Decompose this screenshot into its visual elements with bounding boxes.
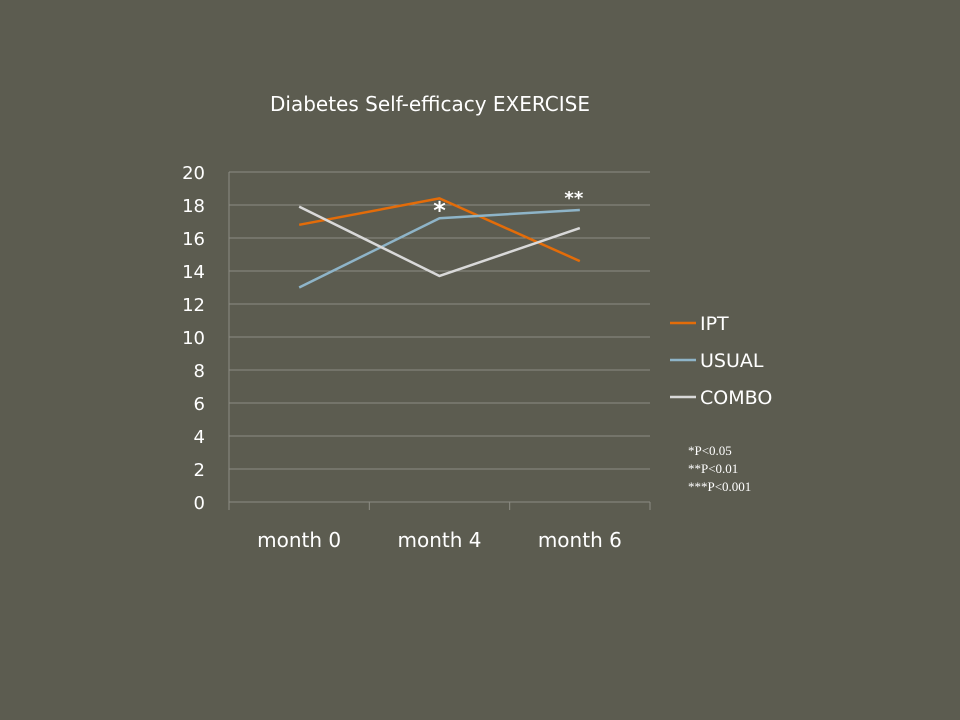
legend-label: IPT [700,313,729,335]
significance-notes: *P<0.05 **P<0.01 ***P<0.001 [688,442,751,496]
y-tick-label: 8 [194,361,205,382]
note-p0001: ***P<0.001 [688,479,752,494]
legend: IPT USUAL COMBO [670,313,772,409]
grid-lines [229,171,650,503]
x-tick-label: month 6 [538,528,622,552]
series-lines [298,197,581,289]
y-tick-label: 4 [194,427,205,448]
y-tick-label: 16 [182,229,205,250]
y-tick-label: 18 [182,196,205,217]
significance-annotations: * ** [433,188,584,224]
legend-label: USUAL [700,350,764,372]
legend-label: COMBO [700,387,772,409]
significance-marker: * [433,196,446,224]
y-tick-label: 20 [182,163,205,184]
axes: 0 2 4 6 8 10 12 14 16 18 20 month 0 month 4 month 6 [182,163,651,552]
y-tick-label: 10 [182,328,205,349]
y-tick-label: 12 [182,295,205,316]
series-line-combo [298,205,581,278]
significance-marker: ** [564,188,583,209]
y-tick-label: 6 [194,394,205,415]
note-p005: *P<0.05 [688,443,732,458]
chart-title: Diabetes Self-efficacy EXERCISE [269,92,590,116]
y-tick-label: 2 [194,460,205,481]
x-tick-label: month 0 [257,528,341,552]
y-tick-label: 14 [182,262,205,283]
x-tick-label: month 4 [398,528,482,552]
series-line-ipt [298,197,581,263]
note-p001: **P<0.01 [688,461,739,476]
y-tick-label: 0 [194,493,205,514]
series-line-usual [298,208,580,289]
